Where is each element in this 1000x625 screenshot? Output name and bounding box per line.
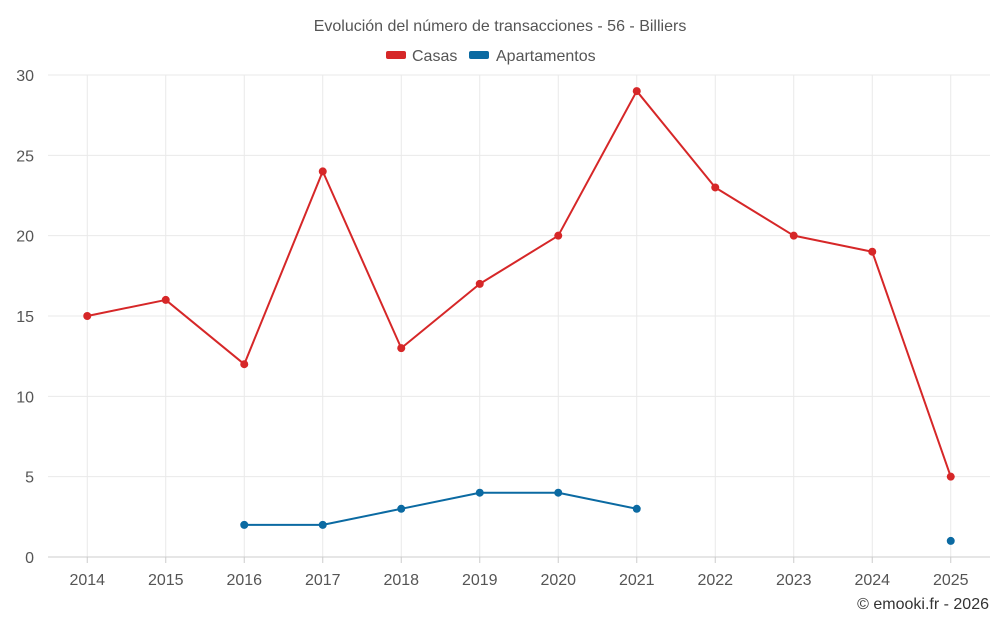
x-tick-label: 2014 bbox=[69, 572, 105, 589]
legend-swatch-apartamentos bbox=[469, 51, 489, 59]
legend-label-apartamentos[interactable]: Apartamentos bbox=[496, 48, 596, 65]
data-point-casas[interactable] bbox=[240, 360, 249, 369]
x-tick-label: 2021 bbox=[619, 572, 655, 589]
y-tick-label: 15 bbox=[16, 309, 34, 326]
legend: Casas Apartamentos bbox=[386, 48, 596, 65]
data-point-casas[interactable] bbox=[868, 247, 877, 256]
grid bbox=[48, 74, 990, 557]
data-point-casas[interactable] bbox=[397, 344, 406, 353]
data-point-apartamentos[interactable] bbox=[318, 520, 327, 529]
data-point-apartamentos[interactable] bbox=[946, 536, 955, 545]
x-tick-label: 2019 bbox=[462, 572, 498, 589]
data-point-casas[interactable] bbox=[946, 472, 955, 481]
data-point-apartamentos[interactable] bbox=[397, 504, 406, 513]
data-point-apartamentos[interactable] bbox=[240, 520, 249, 529]
data-point-casas[interactable] bbox=[711, 183, 720, 192]
x-tick-label: 2018 bbox=[383, 572, 419, 589]
x-tick-label: 2017 bbox=[305, 572, 341, 589]
y-tick-label: 5 bbox=[25, 470, 34, 487]
legend-swatch-casas bbox=[386, 51, 406, 59]
data-point-casas[interactable] bbox=[318, 167, 327, 176]
credit-text: © emooki.fr - 2026 bbox=[857, 596, 989, 613]
data-point-apartamentos[interactable] bbox=[554, 488, 563, 497]
data-point-casas[interactable] bbox=[161, 295, 170, 304]
data-point-apartamentos[interactable] bbox=[632, 504, 641, 513]
x-tick-label: 2016 bbox=[226, 572, 262, 589]
series-casas bbox=[83, 87, 955, 481]
x-tick-label: 2024 bbox=[854, 572, 890, 589]
x-tick-label: 2020 bbox=[540, 572, 576, 589]
y-tick-label: 20 bbox=[16, 229, 34, 246]
data-point-apartamentos[interactable] bbox=[475, 488, 484, 497]
y-tick-label: 30 bbox=[16, 68, 34, 85]
x-tick-label: 2025 bbox=[933, 572, 969, 589]
series-line-apartamentos bbox=[243, 491, 638, 526]
data-point-casas[interactable] bbox=[789, 231, 798, 240]
x-tick-label: 2022 bbox=[697, 572, 733, 589]
y-tick-label: 10 bbox=[16, 389, 34, 406]
series bbox=[83, 87, 955, 545]
data-point-casas[interactable] bbox=[83, 312, 92, 320]
data-point-casas[interactable] bbox=[554, 231, 563, 240]
y-tick-label: 0 bbox=[25, 550, 34, 567]
y-tick-label: 25 bbox=[16, 148, 34, 165]
legend-label-casas[interactable]: Casas bbox=[412, 48, 457, 65]
series-line-casas bbox=[86, 90, 952, 478]
series-apartamentos bbox=[240, 488, 955, 545]
data-point-casas[interactable] bbox=[475, 279, 484, 288]
chart-title: Evolución del número de transacciones - … bbox=[314, 18, 687, 35]
x-tick-label: 2015 bbox=[148, 572, 184, 589]
x-tick-label: 2023 bbox=[776, 572, 812, 589]
data-point-casas[interactable] bbox=[632, 87, 641, 96]
